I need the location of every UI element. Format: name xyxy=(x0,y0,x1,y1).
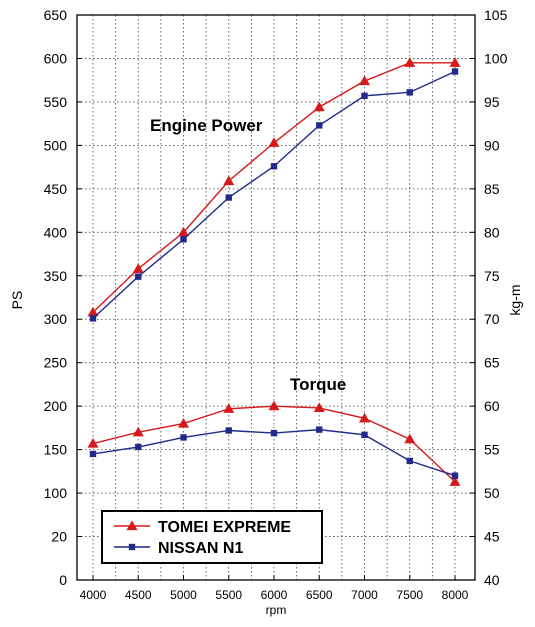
right-tick-label: 85 xyxy=(484,181,500,197)
left-tick-label: 350 xyxy=(44,268,68,284)
left-tick-label: 0 xyxy=(59,572,67,588)
y-axis-left-label: PS xyxy=(9,291,25,310)
torque-tomei-point xyxy=(449,476,461,486)
right-tick-label: 90 xyxy=(484,137,500,153)
torque-nissan-line xyxy=(92,428,456,477)
torque-nissan-point xyxy=(270,429,278,437)
plot-frame xyxy=(76,14,476,581)
torque-nissan-point xyxy=(180,434,187,441)
power-tomei-point xyxy=(449,57,461,67)
x-tick-label: 8000 xyxy=(442,588,469,602)
power-tomei-point xyxy=(313,101,325,112)
left-tick-label: 100 xyxy=(44,485,68,501)
torque-nissan-point xyxy=(225,427,232,434)
torque-nissan-point xyxy=(316,426,323,433)
legend-square-marker xyxy=(128,543,136,551)
power-nissan-point xyxy=(135,273,142,280)
right-tick-label: 100 xyxy=(484,50,508,66)
power-nissan-point xyxy=(316,122,323,129)
left-tick-label: 650 xyxy=(44,7,68,23)
torque-tomei-point xyxy=(404,433,416,444)
left-tick-label: 200 xyxy=(44,398,68,414)
left-tick-label: 550 xyxy=(44,94,68,110)
right-tick-label: 65 xyxy=(484,355,500,371)
right-tick-label: 70 xyxy=(484,311,500,327)
x-tick-label: 5000 xyxy=(170,588,197,602)
right-tick-label: 60 xyxy=(484,398,500,414)
power-nissan-line xyxy=(92,70,456,319)
torque-tomei-point xyxy=(178,418,189,428)
left-tick-label: 450 xyxy=(44,181,68,197)
x-tick-label: 4000 xyxy=(80,588,107,602)
left-tick-label: 500 xyxy=(44,137,68,153)
torque-nissan-point xyxy=(406,457,413,465)
power-tomei-point xyxy=(404,57,416,67)
torque-tomei-point xyxy=(359,412,370,423)
legend-triangle-marker xyxy=(126,520,138,531)
right-tick-label: 75 xyxy=(484,268,500,284)
right-tick-label: 50 xyxy=(484,485,500,501)
torque-nissan-point xyxy=(135,443,142,451)
torque-nissan-point xyxy=(451,472,459,479)
power-nissan-point xyxy=(180,236,187,243)
power-nissan-point xyxy=(270,163,278,170)
annotation-engine-power: Engine Power xyxy=(150,116,263,135)
left-tick-label: 600 xyxy=(44,50,68,66)
torque-tomei-point xyxy=(87,438,99,448)
left-tick-label: 300 xyxy=(44,311,68,327)
torque-tomei-point xyxy=(268,400,280,411)
power-nissan-point xyxy=(406,89,413,96)
power-tomei-point xyxy=(132,263,144,273)
power-tomei-point xyxy=(87,306,99,317)
torque-tomei-point xyxy=(132,426,144,437)
left-tick-label: 400 xyxy=(44,224,68,240)
power-tomei-point xyxy=(223,175,235,186)
torque-nissan-point xyxy=(89,450,97,458)
right-tick-label: 45 xyxy=(484,529,500,545)
power-nissan-point xyxy=(225,194,232,201)
left-tick-label: 20 xyxy=(51,529,67,545)
torque-nissan-point xyxy=(361,431,368,439)
left-tick-label: 150 xyxy=(44,442,68,458)
torque-tomei-point xyxy=(223,403,235,413)
right-tick-label: 40 xyxy=(484,572,500,588)
x-tick-label: 7000 xyxy=(351,588,378,602)
y-axis-right-label: kg-m xyxy=(507,284,523,315)
power-tomei-point xyxy=(359,75,370,86)
x-tick-label: 6500 xyxy=(306,588,333,602)
power-tomei-point xyxy=(268,137,280,147)
x-tick-label: 7500 xyxy=(396,588,423,602)
right-tick-label: 80 xyxy=(484,224,500,240)
x-tick-label: 4500 xyxy=(125,588,152,602)
power-tomei-point xyxy=(178,226,189,237)
x-axis-label: rpm xyxy=(266,603,287,617)
left-tick-label: 250 xyxy=(44,355,68,371)
torque-tomei-point xyxy=(313,402,325,413)
power-nissan-point xyxy=(89,315,97,322)
x-tick-label: 5500 xyxy=(215,588,242,602)
right-tick-label: 95 xyxy=(484,94,500,110)
legend-label: TOMEI EXPREME xyxy=(158,519,291,536)
right-tick-label: 105 xyxy=(484,7,508,23)
legend-label: NISSAN N1 xyxy=(158,540,243,557)
x-tick-label: 6000 xyxy=(261,588,288,602)
power-nissan-point xyxy=(451,68,459,75)
power-nissan-point xyxy=(361,92,368,100)
legend-box xyxy=(101,510,323,564)
right-tick-label: 55 xyxy=(484,442,500,458)
annotation-torque: Torque xyxy=(290,375,346,394)
